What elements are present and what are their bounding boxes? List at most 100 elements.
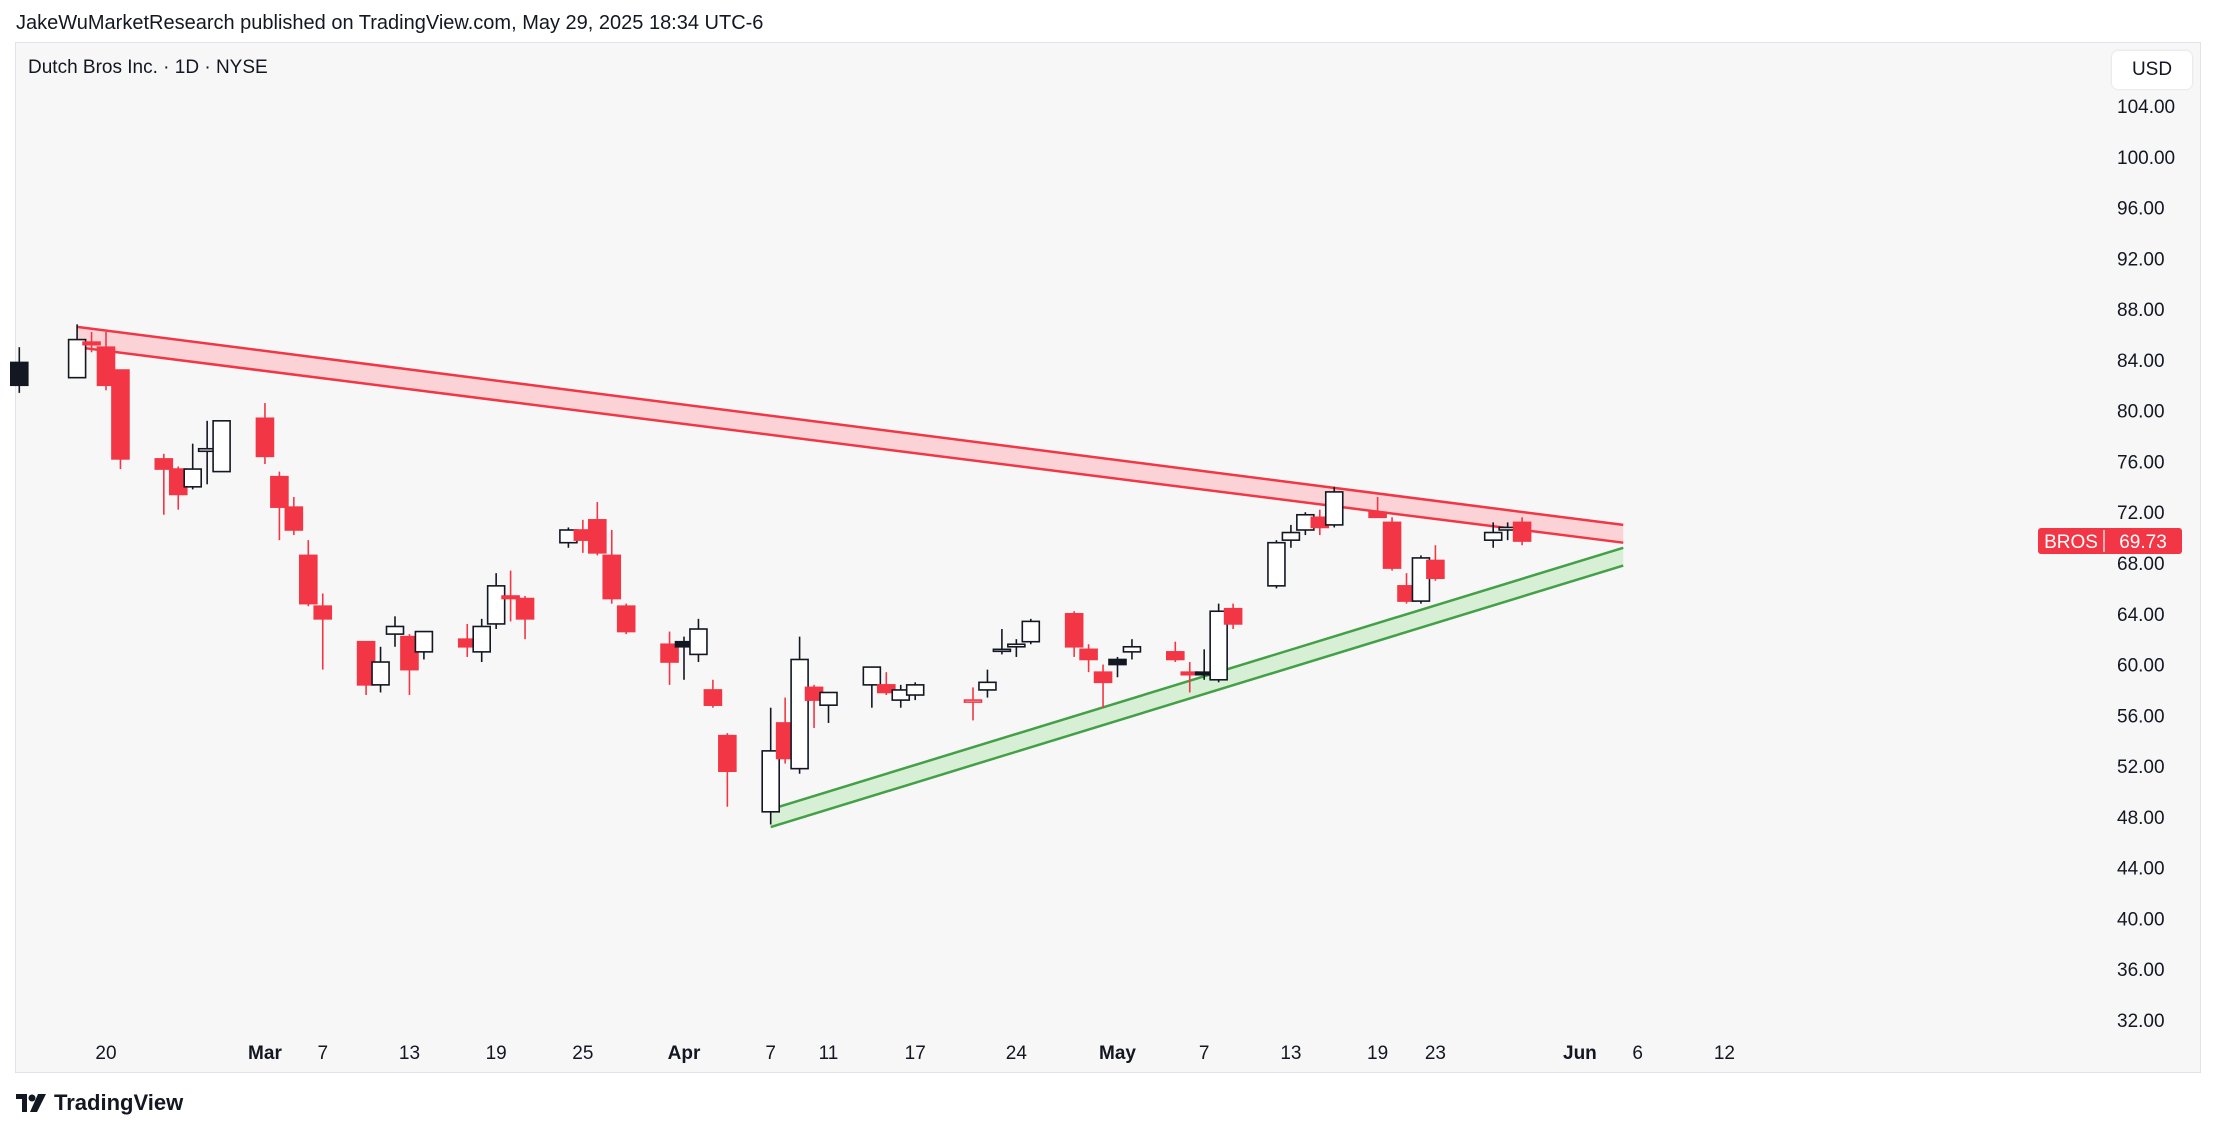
candle xyxy=(385,616,405,647)
time-tick-label: 11 xyxy=(819,1043,839,1064)
candle-body xyxy=(111,369,130,460)
candle-body xyxy=(212,420,231,473)
candle-body xyxy=(978,681,997,691)
currency-button[interactable]: USD xyxy=(2112,51,2192,89)
time-tick-label: 19 xyxy=(486,1043,507,1064)
candle-body xyxy=(1368,511,1387,519)
candle-body xyxy=(660,643,679,663)
candle-body xyxy=(963,699,983,703)
candle-body xyxy=(602,554,622,600)
price-tick-label: 32.00 xyxy=(2117,1011,2165,1032)
candle xyxy=(1021,618,1041,645)
time-tick-label: 20 xyxy=(95,1043,116,1064)
time-tick-label: Mar xyxy=(248,1043,282,1064)
brand-label: TradingView xyxy=(54,1090,184,1115)
candle-body xyxy=(255,417,275,458)
candle-body xyxy=(67,338,87,379)
candle-body xyxy=(82,341,101,346)
trendline-bands xyxy=(76,325,1624,829)
time-tick-label: 25 xyxy=(572,1043,593,1064)
candle xyxy=(1064,611,1084,657)
time-axis: 20 Mar 7 13 19 25 Apr 7 11 17 24 May 7 13 19 23 Jun 6 12 xyxy=(95,1043,1735,1064)
time-tick-label: 17 xyxy=(905,1043,926,1064)
price-tick-label: 104.00 xyxy=(2117,97,2175,118)
candle-body xyxy=(183,468,202,488)
candle xyxy=(1007,639,1026,657)
candle-body xyxy=(1411,557,1431,602)
price-tick-label: 84.00 xyxy=(2117,351,2165,372)
candle xyxy=(862,666,882,708)
chart-pane[interactable] xyxy=(15,42,2201,1073)
time-tick-label: 12 xyxy=(1714,1043,1735,1064)
candle-body xyxy=(1166,651,1185,661)
candle xyxy=(313,593,333,670)
candle xyxy=(1122,639,1142,660)
candle-body xyxy=(992,648,1012,653)
resistance-band-fill xyxy=(77,326,1624,543)
time-tick-label: 7 xyxy=(317,1043,328,1064)
last-price-label: 69.73 xyxy=(2119,532,2167,553)
candle-body xyxy=(284,506,304,531)
candle xyxy=(1483,522,1503,548)
time-tick-label: 6 xyxy=(1632,1043,1643,1064)
candle-body xyxy=(1324,491,1344,526)
candle-body xyxy=(862,666,882,686)
candle-body xyxy=(400,635,419,671)
candle-body xyxy=(298,554,318,605)
candle xyxy=(1324,486,1344,528)
candle-body xyxy=(385,625,405,635)
candle xyxy=(414,630,434,660)
candle xyxy=(10,347,29,393)
symbol-title: Dutch Bros Inc. · 1D · NYSE xyxy=(28,57,268,78)
candle xyxy=(356,640,376,696)
candle xyxy=(1382,517,1402,571)
price-tick-label: 64.00 xyxy=(2117,605,2165,626)
candle-body xyxy=(486,585,506,625)
candle xyxy=(1223,603,1243,630)
candle xyxy=(689,618,708,663)
candle xyxy=(616,603,636,635)
price-tick-label: 96.00 xyxy=(2117,199,2165,220)
time-tick-label: 13 xyxy=(399,1043,420,1064)
candle-body xyxy=(790,658,809,770)
price-axis: 104.00 100.00 96.00 92.00 88.00 84.00 80.00 76.… xyxy=(2117,97,2175,1032)
candle xyxy=(472,618,492,663)
candle xyxy=(400,634,419,696)
candle-body xyxy=(616,605,636,633)
candle xyxy=(660,631,679,685)
candle-body xyxy=(1007,643,1026,648)
candle xyxy=(284,496,304,536)
candle xyxy=(501,570,520,622)
time-tick-label: 19 xyxy=(1367,1043,1388,1064)
candle-body xyxy=(96,346,116,387)
candle-body xyxy=(313,605,333,620)
candle-body xyxy=(414,630,434,653)
price-tick-label: 80.00 xyxy=(2117,402,2165,423)
candle-body xyxy=(1281,531,1301,541)
candle xyxy=(963,687,983,721)
candle-body xyxy=(1426,559,1445,580)
candle xyxy=(1281,524,1301,548)
candle xyxy=(1093,664,1113,708)
candle xyxy=(1411,555,1431,604)
tradingview-brand[interactable]: TradingView xyxy=(16,1090,183,1116)
candle xyxy=(515,596,535,640)
candle-body xyxy=(371,661,390,686)
candle xyxy=(905,682,925,701)
candle-body xyxy=(819,691,838,706)
candle-body xyxy=(10,361,29,387)
candle xyxy=(804,684,824,729)
candle xyxy=(819,691,838,723)
price-tick-label: 52.00 xyxy=(2117,757,2165,778)
candle xyxy=(1166,641,1185,663)
candle-body xyxy=(587,519,607,554)
candle xyxy=(371,646,390,693)
candle-body xyxy=(515,597,535,620)
candle-body xyxy=(1512,521,1532,542)
time-tick-label: 13 xyxy=(1280,1043,1301,1064)
candle xyxy=(1512,517,1532,546)
candle xyxy=(1079,644,1098,673)
candle xyxy=(1108,656,1127,678)
price-tick-label: 36.00 xyxy=(2117,960,2165,981)
